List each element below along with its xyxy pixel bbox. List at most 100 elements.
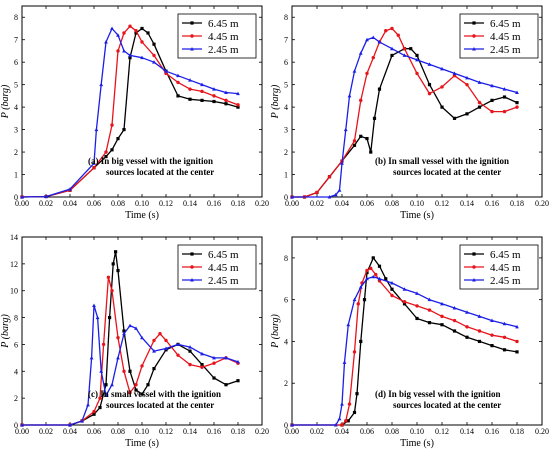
y-tick-label: 8: [284, 254, 288, 263]
legend-label: 2.45 m: [208, 275, 239, 287]
x-axis-label: Time (s): [125, 438, 159, 449]
data-point: [502, 335, 507, 339]
data-point: [344, 419, 348, 423]
x-tick-label: 0.06: [360, 199, 374, 208]
data-point: [152, 367, 156, 371]
data-point: [176, 73, 180, 78]
data-point: [20, 195, 24, 199]
x-tick-label: 0.20: [255, 199, 269, 208]
x-tick-label: 0.00: [285, 427, 299, 436]
data-point: [515, 90, 519, 95]
legend-label: 4.45 m: [490, 262, 521, 274]
data-point: [110, 123, 114, 127]
legend-marker: [190, 47, 194, 51]
chart-panel-2: 0.00 0.02 0.04 0.06 0.08 0.10 0.12 0.14 0.16 0.18…: [270, 5, 549, 221]
x-tick-label: 0.10: [410, 427, 424, 436]
data-point: [359, 134, 363, 138]
x-tick-label: 0.06: [87, 427, 101, 436]
data-point: [92, 303, 96, 307]
x-tick-label: 0.14: [460, 199, 474, 208]
data-point: [346, 322, 351, 327]
data-point: [415, 304, 419, 308]
legend: 6.45 m4.45 m2.45 m: [459, 244, 539, 290]
panel-annotation: sources located at the center: [393, 167, 501, 177]
data-point: [362, 298, 367, 302]
data-point: [465, 325, 469, 329]
x-tick-label: 0.12: [159, 199, 173, 208]
data-point: [427, 308, 432, 312]
data-point: [515, 324, 519, 329]
data-point: [415, 71, 419, 76]
y-tick-label: 8: [14, 13, 18, 22]
legend-label: 6.45 m: [490, 249, 521, 261]
data-point: [116, 49, 120, 53]
data-point: [176, 94, 180, 98]
data-point: [152, 349, 156, 353]
data-point: [346, 419, 350, 423]
data-point: [200, 365, 204, 369]
data-point: [390, 280, 394, 285]
data-point: [372, 116, 377, 120]
data-point: [402, 287, 407, 291]
x-tick-label: 0.18: [510, 427, 524, 436]
data-point: [374, 272, 378, 277]
data-point: [110, 148, 114, 152]
data-point: [371, 256, 375, 260]
panel-annotation: (b) In small vessel with the ignition: [375, 156, 509, 166]
legend-label: 2.45 m: [490, 275, 521, 287]
x-tick-label: 0.14: [183, 427, 197, 436]
data-point: [515, 350, 519, 354]
data-point: [409, 47, 413, 51]
data-point: [340, 402, 344, 406]
data-point: [465, 82, 469, 87]
data-point: [427, 83, 432, 87]
data-point: [502, 348, 507, 352]
data-point: [146, 31, 150, 35]
x-tick-label: 0.16: [207, 199, 221, 208]
data-point: [384, 277, 388, 281]
data-point: [415, 57, 419, 62]
data-point: [402, 302, 407, 306]
x-tick-label: 0.16: [485, 427, 499, 436]
data-point: [347, 402, 352, 406]
data-point: [402, 53, 407, 57]
data-point: [440, 66, 444, 71]
data-point: [477, 100, 482, 105]
y-tick-label: 5: [284, 81, 288, 90]
x-axis-label: Time (s): [125, 210, 159, 221]
data-point: [92, 409, 96, 414]
data-point: [212, 94, 216, 98]
data-point: [122, 331, 126, 336]
data-point: [415, 53, 419, 58]
data-point: [371, 55, 375, 60]
data-point: [347, 93, 352, 98]
data-point: [352, 69, 357, 73]
data-point: [152, 60, 156, 64]
data-point: [440, 314, 444, 319]
data-point: [465, 310, 469, 314]
x-tick-label: 0.04: [63, 427, 77, 436]
data-point: [452, 306, 457, 310]
data-point: [224, 355, 228, 360]
series-line: [292, 257, 518, 426]
data-point: [236, 91, 240, 96]
data-point: [490, 318, 494, 323]
data-point: [490, 344, 494, 348]
data-point: [128, 53, 132, 57]
data-point: [515, 339, 519, 344]
series-2-45-m: [20, 303, 240, 427]
data-point: [236, 103, 240, 107]
data-point: [371, 274, 376, 279]
data-point: [490, 109, 494, 114]
data-point: [104, 150, 108, 154]
legend-label: 4.45 m: [208, 31, 239, 43]
legend-marker: [472, 265, 476, 269]
data-point: [465, 112, 469, 116]
panel-annotation: sources located at the center: [106, 167, 214, 177]
x-tick-label: 0.02: [310, 427, 324, 436]
data-point: [365, 71, 369, 76]
data-point: [365, 276, 369, 281]
data-point: [110, 382, 114, 387]
panel-annotation: (c) In small vessel with the ignition: [88, 389, 221, 399]
series-line: [292, 276, 518, 426]
